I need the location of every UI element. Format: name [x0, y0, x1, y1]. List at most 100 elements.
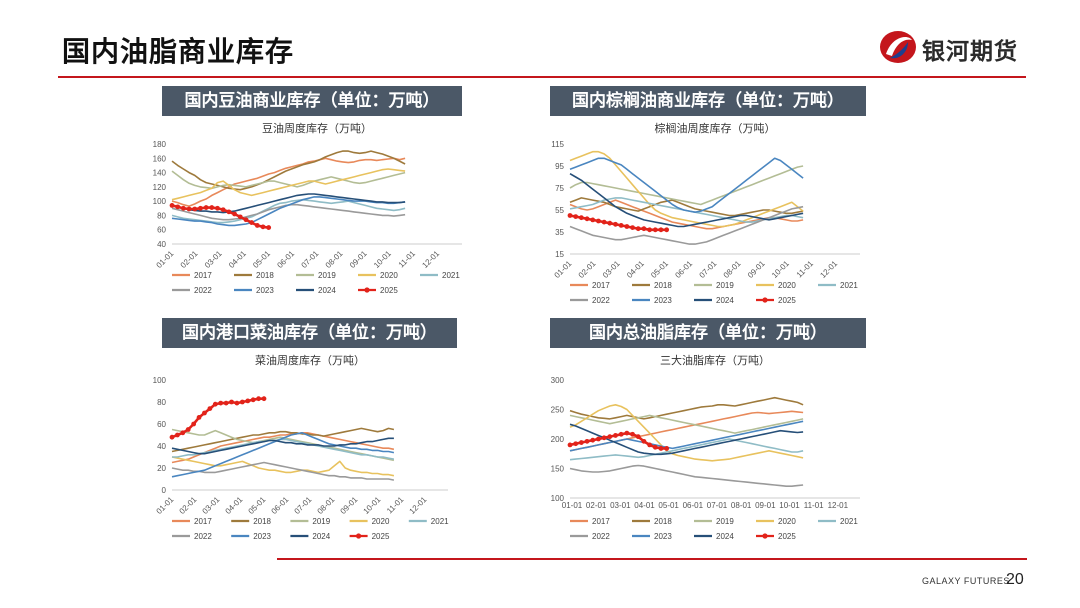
legend-label-2021: 2021: [840, 281, 858, 290]
series-line-2020: [171, 168, 406, 201]
y-tick-label: 15: [555, 250, 564, 259]
data-point-2025: [226, 209, 232, 215]
series-line-2022: [569, 464, 804, 487]
y-tick-label: 180: [153, 140, 167, 149]
series-line-2023: [569, 420, 804, 452]
legend-label-2018: 2018: [253, 517, 271, 526]
legend-label-2020: 2020: [778, 517, 796, 526]
x-tick-label: 02-01: [178, 495, 199, 516]
data-point-2025: [185, 427, 191, 432]
chart-title: 豆油周度库存（万吨）: [262, 121, 372, 135]
y-tick-label: 160: [153, 154, 167, 163]
x-tick-label: 08-01: [722, 259, 743, 280]
legend-label-2023: 2023: [654, 532, 672, 541]
y-tick-label: 40: [157, 442, 166, 451]
data-point-2025: [180, 430, 186, 436]
data-point-2025: [567, 213, 573, 218]
legend-label-2020: 2020: [380, 271, 398, 280]
legend-label-2019: 2019: [716, 281, 734, 290]
data-point-2025: [243, 217, 249, 223]
data-point-2025: [635, 226, 641, 232]
legend-label-2020: 2020: [372, 517, 390, 526]
data-point-2025: [641, 438, 647, 444]
panel-header-soybean-oil: 国内豆油商业库存（单位：万吨）: [162, 86, 462, 116]
x-tick-label: 09-01: [339, 495, 360, 516]
data-point-2025: [245, 398, 251, 404]
header-divider: [58, 76, 1026, 78]
data-point-2025: [624, 430, 630, 436]
x-tick-label: 05-01: [658, 501, 679, 510]
legend-label-2024: 2024: [716, 532, 734, 541]
page-number: 20: [1006, 571, 1024, 588]
y-tick-label: 60: [157, 226, 166, 235]
series-line-2017: [569, 199, 804, 230]
footer-divider: [277, 558, 1027, 560]
series-line-2020: [569, 403, 804, 462]
legend-label-2025: 2025: [372, 532, 390, 541]
chart-title: 三大油脂库存（万吨）: [660, 353, 770, 367]
x-tick-label: 07-01: [698, 259, 719, 280]
data-point-2025: [234, 400, 240, 406]
data-point-2025: [573, 441, 579, 447]
x-tick-label: 10-01: [779, 501, 800, 510]
legend-label-2021: 2021: [431, 517, 449, 526]
data-point-2025: [209, 205, 215, 210]
data-point-2025: [664, 227, 670, 233]
x-tick-label: 02-01: [577, 259, 598, 280]
series-line-2024: [569, 423, 804, 456]
y-tick-label: 75: [555, 184, 564, 193]
series-line-2024: [171, 193, 406, 214]
series-line-2019: [569, 165, 804, 206]
data-point-2025: [229, 399, 234, 405]
data-point-2025: [607, 220, 613, 226]
legend-label-2019: 2019: [312, 517, 330, 526]
data-point-2025: [578, 215, 584, 221]
data-point-2025: [215, 205, 220, 211]
legend-label-2024: 2024: [716, 296, 734, 305]
x-tick-label: 07-01: [293, 495, 314, 516]
data-point-2025: [624, 224, 630, 229]
panel-header-rapeseed-oil: 国内港口菜油库存（单位：万吨）: [162, 318, 457, 348]
x-tick-label: 05-01: [247, 495, 268, 516]
legend-label-2017: 2017: [194, 517, 212, 526]
y-tick-label: 80: [157, 211, 166, 220]
data-point-2025: [630, 431, 635, 437]
x-tick-label: 05-01: [251, 249, 272, 270]
x-tick-label: 01-01: [155, 249, 176, 270]
logo-text: 银河期货: [922, 38, 1018, 64]
y-tick-label: 100: [153, 197, 167, 206]
data-point-2025: [641, 226, 647, 232]
data-point-2025: [607, 434, 613, 440]
series-line-2021: [569, 438, 804, 461]
x-tick-label: 06-01: [270, 495, 291, 516]
data-point-2025: [584, 216, 590, 222]
y-tick-label: 20: [157, 464, 166, 473]
x-tick-label: 01-01: [553, 259, 574, 280]
x-tick-label: 01-01: [562, 501, 583, 510]
panel-header-total-oils: 国内总油脂库存（单位：万吨）: [550, 318, 866, 348]
y-tick-label: 40: [157, 240, 166, 249]
legend-label-2024: 2024: [318, 286, 336, 295]
panel-header-palm-oil: 国内棕榈油商业库存（单位：万吨）: [550, 86, 866, 116]
total-oils-inventory-chart: 三大油脂库存（万吨） 100 150 200 250 300 01-01 02-01 03-01…: [540, 350, 870, 550]
x-tick-label: 05-01: [649, 259, 670, 280]
series-line-2021: [172, 438, 395, 460]
y-tick-label: 95: [555, 162, 564, 171]
series-line-2023: [569, 157, 804, 213]
legend-label-2019: 2019: [318, 271, 336, 280]
legend-label-2017: 2017: [592, 281, 610, 290]
y-tick-label: 0: [162, 486, 167, 495]
y-tick-label: 300: [551, 376, 565, 385]
data-point-2025: [218, 400, 224, 406]
series-line-2018: [569, 197, 804, 217]
x-tick-label: 07-01: [300, 249, 321, 270]
legend-label-2025: 2025: [778, 296, 796, 305]
x-tick-label: 06-01: [683, 501, 704, 510]
data-point-2025: [250, 397, 256, 403]
legend-label-2023: 2023: [253, 532, 271, 541]
data-point-2025: [647, 227, 653, 233]
legend-marker-2025: [356, 533, 362, 539]
palm-oil-inventory-chart: 棕榈油周度库存（万吨） 15 35 55 75 95 115 01-01 02-01 03-01 0…: [540, 118, 870, 314]
legend-marker-2025: [762, 533, 768, 539]
legend-label-2024: 2024: [312, 532, 330, 541]
